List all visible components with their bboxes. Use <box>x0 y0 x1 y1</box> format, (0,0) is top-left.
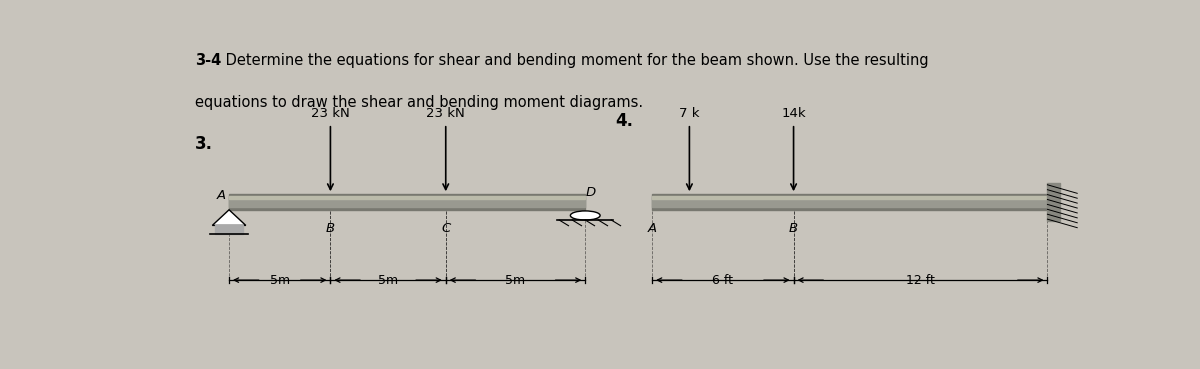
Text: 6 ft: 6 ft <box>713 273 733 287</box>
Bar <box>653 197 1048 207</box>
Text: A: A <box>648 222 656 235</box>
Bar <box>1048 183 1061 221</box>
Bar <box>229 197 586 207</box>
Text: Determine the equations for shear and bending moment for the beam shown. Use the: Determine the equations for shear and be… <box>221 53 929 68</box>
Text: B: B <box>326 222 335 235</box>
Bar <box>229 196 586 199</box>
Circle shape <box>570 211 600 220</box>
Text: 12 ft: 12 ft <box>906 273 935 287</box>
Text: D: D <box>586 186 595 199</box>
Text: 23 kN: 23 kN <box>426 107 466 120</box>
Text: C: C <box>442 222 450 235</box>
Text: B: B <box>788 222 798 235</box>
Bar <box>653 194 1048 210</box>
Text: 23 kN: 23 kN <box>311 107 349 120</box>
Text: C: C <box>1050 189 1060 202</box>
Text: 3.: 3. <box>194 135 212 153</box>
Bar <box>229 194 586 210</box>
Text: 5m: 5m <box>378 273 398 287</box>
Text: 5m: 5m <box>270 273 289 287</box>
Text: A: A <box>217 189 227 202</box>
Text: 4.: 4. <box>616 113 634 131</box>
Text: 7 k: 7 k <box>679 107 700 120</box>
Text: 3-4: 3-4 <box>194 53 221 68</box>
Bar <box>653 196 1048 199</box>
Bar <box>215 225 244 234</box>
Polygon shape <box>212 210 246 225</box>
Text: equations to draw the shear and bending moment diagrams.: equations to draw the shear and bending … <box>194 96 643 110</box>
Text: 5m: 5m <box>505 273 526 287</box>
Text: 14k: 14k <box>781 107 806 120</box>
